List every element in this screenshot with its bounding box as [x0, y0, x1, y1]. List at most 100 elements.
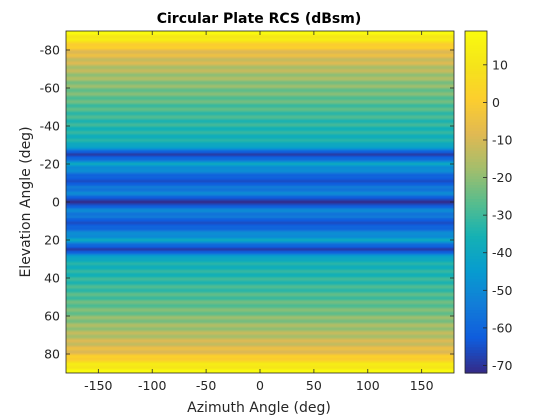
colorbar-segment [465, 127, 487, 132]
heatmap-row [66, 127, 454, 130]
heatmap-row [66, 306, 454, 309]
colorbar-segment [465, 316, 487, 320]
heatmap-row [66, 286, 454, 289]
heatmap-plot [65, 30, 455, 374]
heatmap-row [66, 180, 454, 182]
colorbar-segment [465, 99, 487, 103]
heatmap-row [66, 69, 454, 72]
heatmap-row [66, 280, 454, 283]
colorbar-segment [465, 253, 487, 257]
colorbar-segment [465, 159, 487, 163]
heatmap-row [66, 363, 454, 366]
colorbar-segment [465, 324, 487, 328]
heatmap-row [66, 332, 454, 334]
heatmap-row [66, 284, 454, 287]
heatmap-row [66, 316, 454, 318]
y-tick-label: -40 [40, 119, 60, 134]
heatmap-row [66, 59, 454, 62]
heatmap-row [66, 323, 454, 326]
heatmap-row [66, 302, 454, 305]
heatmap-row [66, 179, 454, 181]
heatmap-row [66, 145, 454, 148]
colorbar-segment [465, 107, 487, 112]
heatmap-row [66, 139, 454, 141]
colorbar-segment [465, 310, 487, 314]
heatmap-row [66, 205, 454, 208]
x-axis-label: Azimuth Angle (deg) [187, 400, 331, 416]
x-tick-label: 50 [306, 378, 322, 393]
colorbar-segment [465, 145, 487, 149]
heatmap-row [66, 183, 454, 186]
heatmap-row [66, 326, 454, 328]
colorbar-segment [465, 270, 487, 274]
heatmap-row [66, 344, 454, 347]
colorbar-segment [465, 290, 487, 294]
heatmap-row [66, 145, 454, 147]
heatmap-row [66, 269, 454, 271]
colorbar-segment [465, 296, 487, 300]
colorbar-segment [465, 82, 487, 86]
heatmap-row [66, 343, 454, 346]
heatmap-row [66, 216, 454, 218]
colorbar-segment [465, 173, 487, 177]
heatmap-row [66, 74, 454, 77]
heatmap-row [66, 175, 454, 177]
colorbar-segment [465, 207, 487, 212]
heatmap-row [66, 260, 454, 263]
heatmap-row [66, 86, 454, 88]
heatmap-row [66, 246, 454, 249]
heatmap-row [66, 143, 454, 145]
heatmap-row [66, 110, 454, 113]
heatmap-row [66, 239, 454, 241]
heatmap-row [66, 60, 454, 62]
heatmap-row [66, 221, 454, 223]
y-tick-label: -60 [40, 81, 60, 96]
heatmap-row [66, 49, 454, 51]
heatmap-row [66, 287, 454, 290]
heatmap-row [66, 88, 454, 91]
heatmap-row [66, 334, 454, 336]
heatmap-row [66, 117, 454, 119]
heatmap-row [66, 228, 454, 231]
colorbar-segment [465, 153, 487, 157]
heatmap-row [66, 277, 454, 279]
y-tick-label: 20 [44, 233, 60, 248]
heatmap-row [66, 120, 454, 122]
heatmap-row [66, 174, 454, 176]
heatmap-row [66, 69, 454, 71]
colorbar-segment [465, 150, 487, 155]
heatmap-row [66, 337, 454, 340]
heatmap-row [66, 298, 454, 301]
heatmap-row [66, 209, 454, 212]
colorbar-segment [465, 230, 487, 234]
heatmap-row [66, 106, 454, 108]
colorbar-segment [465, 355, 487, 360]
colorbar-tick-label: -10 [492, 132, 512, 147]
heatmap-row [66, 177, 454, 179]
heatmap-row [66, 341, 454, 344]
heatmap-row [66, 51, 454, 54]
heatmap-row [66, 200, 454, 202]
colorbar-segment [465, 304, 487, 309]
heatmap-row [66, 273, 454, 275]
heatmap-row [66, 229, 454, 232]
colorbar-segment [465, 344, 487, 348]
heatmap-row [66, 140, 454, 142]
heatmap-row [66, 267, 454, 270]
heatmap-row [66, 336, 454, 339]
colorbar-tick-label: -50 [492, 283, 512, 298]
heatmap-row [66, 178, 454, 180]
colorbar-segment [465, 239, 487, 243]
colorbar-segment [465, 199, 487, 203]
colorbar-segment [465, 204, 487, 209]
heatmap-row [66, 361, 454, 364]
heatmap-row [66, 41, 454, 43]
heatmap-row [66, 252, 454, 254]
heatmap-row [66, 95, 454, 98]
heatmap-row [66, 152, 454, 155]
colorbar-segment [465, 33, 487, 38]
heatmap-row [66, 241, 454, 244]
heatmap-row [66, 133, 454, 136]
heatmap-row [66, 202, 454, 204]
colorbar-segment [465, 335, 487, 340]
